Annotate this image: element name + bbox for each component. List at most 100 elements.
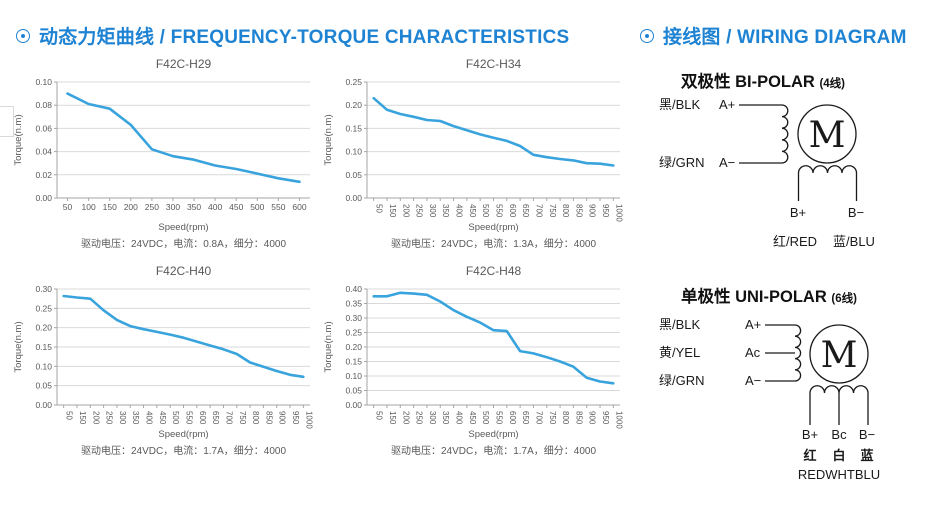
y-tick-label: 0.10 bbox=[345, 371, 362, 381]
chart-title: F42C-H40 bbox=[156, 264, 212, 278]
x-tick-label: 100 bbox=[82, 202, 96, 212]
y-tick-label: 0.10 bbox=[345, 147, 362, 157]
x-tick-label: 450 bbox=[229, 202, 243, 212]
x-tick-label: 550 bbox=[495, 411, 504, 425]
chart-caption: 驱动电压：24VDC，电流：0.8A，细分：4000 bbox=[81, 237, 286, 250]
chart-caption: 驱动电压：24VDC，电流：1.7A，细分：4000 bbox=[81, 444, 286, 457]
x-tick-label: 600 bbox=[508, 204, 517, 218]
x-tick-label: 350 bbox=[131, 411, 140, 425]
chart-svg: 0.00 0.05 0.10 0.15 0.20 0.25 0.30 0.35 0.40 50 15… bbox=[323, 264, 623, 457]
circle-dot-icon bbox=[16, 28, 30, 43]
unipolar-wire-label: 黄/YEL bbox=[659, 345, 700, 360]
x-tick-label: 400 bbox=[208, 202, 222, 212]
x-tick-label: 500 bbox=[171, 411, 180, 425]
torque-curve bbox=[66, 92, 301, 184]
x-tick-label: 700 bbox=[534, 204, 543, 218]
unipolar-wire-label: 白 bbox=[832, 448, 845, 463]
bipolar-terminal-label: A− bbox=[719, 155, 735, 170]
unipolar-terminal-label: Ac bbox=[745, 345, 761, 360]
motor-circle bbox=[797, 104, 857, 164]
x-tick-label: 250 bbox=[415, 411, 424, 425]
chart-svg: 0.00 0.05 0.10 0.15 0.20 0.25 50 150 200 250 300 35… bbox=[323, 57, 623, 250]
x-tick-label: 300 bbox=[428, 411, 437, 425]
unipolar-terminal-label: B− bbox=[859, 427, 875, 442]
y-axis-label: Torque(n.m) bbox=[323, 114, 334, 165]
x-tick-label: 300 bbox=[118, 411, 127, 425]
x-tick-label: 900 bbox=[588, 204, 597, 218]
x-tick-label: 950 bbox=[601, 204, 610, 218]
unipolar-terminal-label: Bc bbox=[831, 427, 847, 442]
unipolar-diagram: 黑/BLK A+ 黄/YEL Ac 绿/GRN A− M B+ Bc B− 红 … bbox=[659, 317, 880, 482]
y-tick-label: 0.05 bbox=[35, 381, 52, 391]
x-tick-label: 950 bbox=[291, 411, 300, 425]
bipolar-wire-label: 蓝/BLU bbox=[833, 234, 875, 249]
y-tick-label: 0.15 bbox=[35, 342, 52, 352]
x-tick-label: 250 bbox=[145, 202, 159, 212]
x-tick-label: 600 bbox=[198, 411, 207, 425]
x-tick-label: 850 bbox=[264, 411, 273, 425]
unipolar-title: 单极性 UNI-POLAR (6线) bbox=[681, 283, 857, 307]
y-tick-label: 0.10 bbox=[35, 361, 52, 371]
chart-f42c-h40: 0.00 0.05 0.10 0.15 0.20 0.25 0.30 50 150 200 250 3… bbox=[10, 259, 325, 464]
bipolar-title-zh: 双极性 bbox=[681, 73, 731, 91]
chart-f42c-h29: 0.00 0.02 0.04 0.06 0.08 0.10 50 100 150 200 250 30… bbox=[10, 52, 325, 257]
unipolar-terminal-label: A− bbox=[745, 373, 761, 388]
x-tick-label: 650 bbox=[521, 204, 530, 218]
y-tick-label: 0.20 bbox=[345, 100, 362, 110]
unipolar-wire-combined-label: REDWHTBLU bbox=[798, 467, 880, 482]
y-tick-label: 0.25 bbox=[345, 328, 362, 338]
x-tick-label: 300 bbox=[428, 204, 437, 218]
x-axis-label: Speed(rpm) bbox=[158, 429, 208, 440]
y-tick-label: 0.05 bbox=[345, 386, 362, 396]
frequency-torque-section-header: 动态力矩曲线 / FREQUENCY-TORQUE CHARACTERISTIC… bbox=[16, 22, 569, 49]
bipolar-terminal-label: B− bbox=[848, 205, 864, 220]
wiring-title: 接线图 / WIRING DIAGRAM bbox=[663, 27, 907, 48]
unipolar-wire-label: 绿/GRN bbox=[659, 373, 705, 388]
x-tick-label: 500 bbox=[250, 202, 264, 212]
x-tick-label: 500 bbox=[481, 204, 490, 218]
x-tick-label: 300 bbox=[166, 202, 180, 212]
bipolar-terminal-label: B+ bbox=[790, 205, 806, 220]
x-tick-label: 150 bbox=[388, 204, 397, 218]
x-tick-label: 950 bbox=[601, 411, 610, 425]
chart-svg: 0.00 0.05 0.10 0.15 0.20 0.25 0.30 50 150 200 250 3… bbox=[13, 264, 313, 457]
x-tick-label: 350 bbox=[441, 411, 450, 425]
x-tick-label: 850 bbox=[574, 411, 583, 425]
unipolar-wire-label: 蓝 bbox=[860, 448, 873, 463]
x-tick-label: 600 bbox=[508, 411, 517, 425]
bipolar-wire-label: 黑/BLK bbox=[659, 97, 701, 112]
x-tick-label: 650 bbox=[211, 411, 220, 425]
torque-curve bbox=[372, 96, 615, 167]
unipolar-wire-label: 黑/BLK bbox=[659, 317, 701, 332]
x-tick-label: 400 bbox=[455, 411, 464, 425]
bipolar-title: 双极性 BI-POLAR (4线) bbox=[681, 68, 845, 92]
bipolar-wire-label: 绿/GRN bbox=[659, 155, 705, 170]
x-tick-label: 400 bbox=[455, 204, 464, 218]
y-tick-label: 0.04 bbox=[35, 147, 52, 157]
y-tick-label: 0.06 bbox=[35, 123, 52, 133]
x-axis-label: Speed(rpm) bbox=[468, 222, 518, 233]
x-tick-label: 150 bbox=[388, 411, 397, 425]
y-tick-label: 0.40 bbox=[345, 284, 362, 294]
x-tick-label: 450 bbox=[468, 204, 477, 218]
chart-svg: 0.00 0.02 0.04 0.06 0.08 0.10 50 100 150 200 250 30… bbox=[13, 57, 310, 250]
bipolar-title-en: BI-POLAR bbox=[735, 73, 815, 91]
chart-title: F42C-H34 bbox=[466, 57, 522, 71]
bipolar-terminal-label: A+ bbox=[719, 97, 735, 112]
x-tick-label: 850 bbox=[574, 204, 583, 218]
motor-label: M bbox=[821, 335, 858, 376]
x-tick-label: 350 bbox=[187, 202, 201, 212]
chart-title: F42C-H48 bbox=[466, 264, 522, 278]
chart-title: F42C-H29 bbox=[156, 57, 212, 71]
x-tick-label: 900 bbox=[588, 411, 597, 425]
motor-circle bbox=[809, 324, 869, 384]
x-tick-label: 1000 bbox=[304, 411, 313, 429]
x-tick-label: 400 bbox=[145, 411, 154, 425]
y-axis-label: Torque(n.m) bbox=[13, 321, 24, 372]
x-tick-label: 550 bbox=[185, 411, 194, 425]
y-tick-label: 0.30 bbox=[35, 284, 52, 294]
y-tick-label: 0.20 bbox=[35, 323, 52, 333]
x-tick-label: 450 bbox=[158, 411, 167, 425]
unipolar-terminal-label: A+ bbox=[745, 317, 761, 332]
unipolar-wire-count: (6线) bbox=[831, 293, 857, 305]
